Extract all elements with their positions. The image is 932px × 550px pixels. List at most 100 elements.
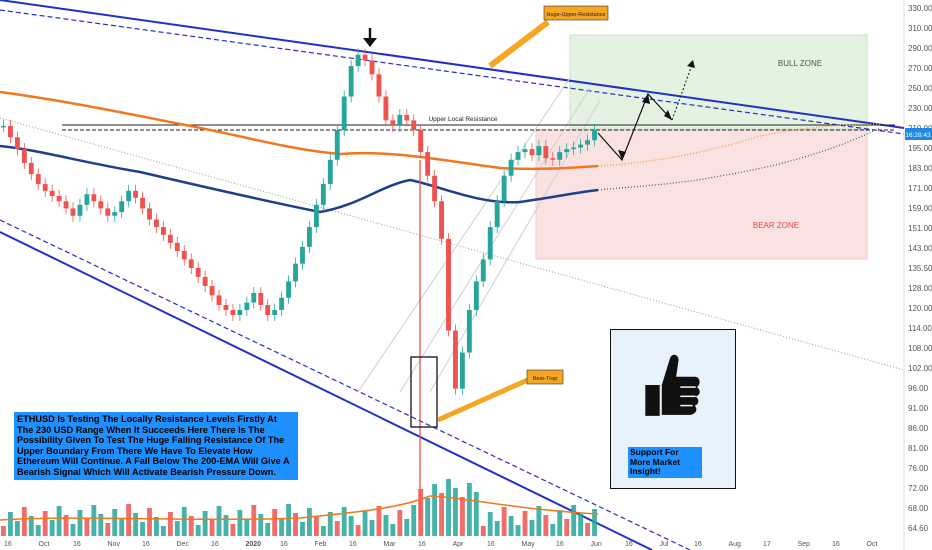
volume-bar [181, 507, 187, 536]
x-tick-label: Jun [591, 541, 602, 548]
candle-body [362, 54, 368, 61]
bear-zone-label: BEAR ZONE [753, 221, 799, 230]
volume-bar [432, 484, 438, 536]
x-tick-label: Feb [315, 541, 327, 548]
candle-body [279, 297, 285, 310]
x-tick-label: 16 [211, 541, 219, 548]
y-tick-label: 91.00 [908, 404, 929, 413]
candle-body [7, 125, 13, 138]
x-tick-label: Aug [729, 541, 742, 548]
candle-body [585, 140, 591, 145]
y-tick-label: 86.00 [908, 424, 929, 433]
candle-body [418, 130, 424, 153]
projection-path [597, 92, 673, 162]
volume-bar [578, 514, 584, 536]
volume-bar [473, 492, 479, 536]
volume-bar [362, 511, 368, 536]
volume-bar [306, 508, 312, 536]
candle-body [140, 197, 145, 209]
candle-body [42, 184, 48, 191]
y-tick-label: 159.00 [908, 204, 932, 213]
support-label[interactable]: Support For More Market Insight! [628, 447, 702, 478]
y-tick-label: 310.00 [908, 24, 932, 33]
volume-bar [35, 525, 41, 536]
candle-body [98, 201, 104, 209]
candle-body [244, 302, 250, 310]
volume-bar [7, 512, 13, 536]
candle-body [70, 208, 76, 216]
candle-body [369, 60, 375, 75]
volume-bar [21, 507, 27, 536]
y-tick-label: 108.00 [908, 344, 932, 353]
volume-bar [216, 506, 222, 536]
x-tick-label: Mar [384, 541, 397, 548]
y-tick-label: 120.00 [908, 304, 932, 313]
candle-body [564, 149, 570, 153]
x-tick-label: Apr [453, 541, 465, 548]
volume-bar [126, 504, 132, 536]
x-tick-label: Jul [660, 541, 669, 548]
volume-bar [105, 523, 111, 536]
x-tick-label: 16 [487, 541, 495, 548]
bull-zone-label: BULL ZONE [778, 59, 822, 68]
candle-body [404, 114, 410, 121]
volume-bar [286, 504, 292, 536]
volume-bar [466, 483, 472, 536]
bear-trap-label: Bear-Trap [533, 376, 558, 382]
volume-bar [167, 512, 173, 536]
bear-trap-box [410, 356, 438, 428]
candle-body [459, 352, 465, 389]
candle-body [209, 285, 215, 296]
bear-zone [535, 129, 868, 260]
y-tick-label: 114.00 [908, 324, 932, 333]
volume-bar [522, 511, 528, 536]
y-tick-label: 250.00 [908, 84, 932, 93]
volume-bar [557, 510, 563, 536]
candle-body [14, 137, 20, 150]
volume-bar [202, 511, 208, 536]
candle-body [188, 259, 194, 269]
candle-body [466, 309, 472, 353]
candle-body [411, 120, 417, 131]
candle-body [1, 125, 6, 128]
candle-body [320, 184, 326, 205]
y-tick-label: 76.00 [908, 464, 929, 473]
candle-body [112, 212, 118, 216]
candle-body [508, 159, 514, 176]
x-tick-label: Oct [39, 541, 50, 548]
x-tick-label: 16 [142, 541, 150, 548]
candle-body [592, 130, 597, 141]
candle-body [35, 174, 41, 185]
volume-bar [91, 505, 97, 536]
candle-body [195, 268, 201, 277]
volume-bar [383, 515, 389, 536]
candle-body [522, 149, 528, 153]
candle-body [494, 201, 500, 228]
candle-body [432, 175, 438, 202]
volume-bar [459, 497, 465, 536]
volume-bar [230, 524, 236, 536]
y-tick-label: 270.00 [908, 64, 932, 73]
ema200-orange [0, 90, 599, 171]
candle-body [501, 175, 507, 202]
candle-body [56, 195, 62, 202]
candle-body [202, 276, 208, 286]
candle-body [578, 144, 584, 148]
price-tag: 16:28:43 [905, 132, 931, 139]
candle-body [425, 152, 431, 176]
candle-body [341, 96, 347, 131]
volume-bar [279, 518, 285, 536]
candle-body [223, 305, 229, 310]
down-arrow-icon [363, 28, 377, 47]
volume-bar [160, 526, 166, 536]
candle-body [529, 149, 535, 156]
volume-bar [265, 523, 271, 536]
candles [1, 48, 597, 395]
candle-body [91, 194, 97, 202]
volume-bar [272, 509, 278, 536]
volume-bar [251, 505, 257, 536]
candle-body [167, 234, 173, 243]
volume-bar [63, 515, 69, 536]
thumbs-up-icon [645, 354, 700, 416]
volume-bar [49, 520, 55, 536]
